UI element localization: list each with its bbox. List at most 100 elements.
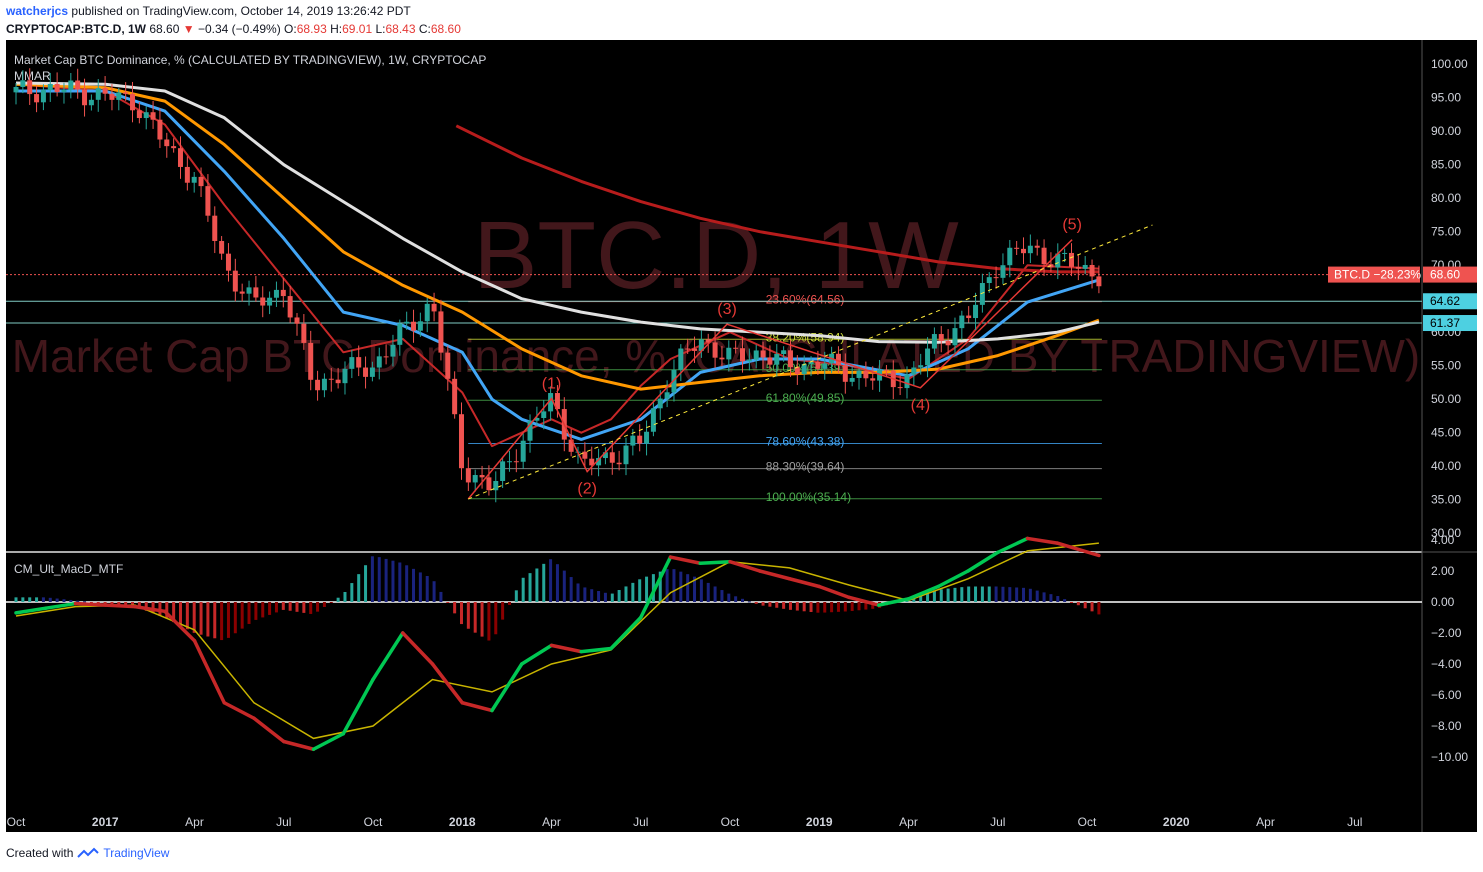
macd-line-segment <box>103 603 137 609</box>
time-tick-label: Apr <box>542 815 561 829</box>
macd-histogram-bar <box>213 602 217 639</box>
macd-line-segment <box>847 595 881 607</box>
candle-body <box>630 435 636 446</box>
candle-body <box>842 365 848 382</box>
time-tick-label: Jul <box>990 815 1005 829</box>
macd-histogram-bar <box>302 602 306 613</box>
candle-body <box>548 393 554 412</box>
price-tick-label: 35.00 <box>1431 493 1461 507</box>
macd-histogram-bar <box>41 597 45 602</box>
macd-histogram-bar <box>357 574 361 602</box>
macd-histogram-bar <box>1090 602 1094 612</box>
macd-histogram-bar <box>761 602 765 606</box>
candle-body <box>692 348 698 351</box>
macd-line-segment <box>163 609 197 643</box>
candle-body <box>239 291 245 294</box>
candle-body <box>458 414 464 469</box>
macd-tick-label: 0.00 <box>1431 595 1455 609</box>
candle-body <box>369 367 375 377</box>
macd-histogram-bar <box>316 602 320 612</box>
macd-histogram-bar <box>405 565 409 602</box>
time-tick-label: Oct <box>1078 815 1097 829</box>
candle-body <box>61 89 67 92</box>
macd-histogram-bar <box>1056 596 1060 602</box>
candle-body <box>541 411 547 418</box>
macd-histogram-bar <box>288 602 292 611</box>
fib-level-label: 78.60%(43.38) <box>766 435 845 449</box>
macd-histogram-bar <box>1042 592 1046 602</box>
macd-histogram-bar <box>192 602 196 633</box>
macd-histogram-bar <box>425 576 429 602</box>
candle-body <box>88 99 94 106</box>
candle-body <box>513 461 519 463</box>
macd-histogram-bar <box>624 586 628 602</box>
price-tick-label: 85.00 <box>1431 158 1461 172</box>
macd-histogram-bar <box>35 597 39 602</box>
fib-level-label: 61.80%(49.85) <box>766 391 845 405</box>
macd-histogram-bar <box>699 579 703 602</box>
macd-histogram-bar <box>412 568 416 602</box>
candle-body <box>191 176 197 183</box>
macd-line-segment <box>817 584 851 600</box>
macd-histogram-bar <box>76 600 80 602</box>
candle-body <box>506 461 512 463</box>
fib-level-label: 88.30%(39.64) <box>766 460 845 474</box>
macd-histogram-bar <box>638 579 642 602</box>
candle-body <box>136 110 142 119</box>
candle-body <box>225 253 231 271</box>
candle-body <box>1068 252 1074 267</box>
macd-tick-label: −4.00 <box>1431 657 1462 671</box>
time-tick-label: Apr <box>899 815 918 829</box>
candle-body <box>726 347 732 360</box>
fib-level-label: 23.60%(64.56) <box>766 293 845 307</box>
macd-histogram-bar <box>103 602 107 604</box>
candle-body <box>267 297 273 306</box>
candle-body <box>1027 245 1033 254</box>
candle-body <box>431 303 437 312</box>
macd-histogram-bar <box>391 560 395 602</box>
moving-average-white <box>15 81 1100 344</box>
candle-body <box>68 80 74 90</box>
macd-histogram-bar <box>172 602 176 623</box>
macd-histogram-bar <box>788 602 792 610</box>
candle-body <box>198 176 204 187</box>
macd-histogram-bar <box>693 576 697 602</box>
tradingview-brand[interactable]: TradingView <box>103 846 170 860</box>
macd-histogram-bar <box>220 602 224 641</box>
author-link[interactable]: watcherjcs <box>6 4 69 18</box>
candle-body <box>232 270 238 292</box>
macd-histogram-bar <box>590 589 594 602</box>
price-tick-label: 50.00 <box>1431 392 1461 406</box>
macd-histogram-bar <box>747 601 751 603</box>
candle-body <box>390 344 396 357</box>
candle-body <box>644 431 650 444</box>
macd-histogram-bar <box>199 602 203 635</box>
chart-title: Market Cap BTC Dominance, % (CALCULATED … <box>14 53 486 67</box>
candle-body <box>664 392 670 399</box>
candle-body <box>740 348 746 362</box>
macd-histogram-bar <box>261 602 265 618</box>
macd-histogram-bar <box>240 602 244 629</box>
macd-histogram-bar <box>603 592 607 602</box>
macd-histogram-bar <box>994 586 998 602</box>
candle-body <box>534 417 540 421</box>
candle-body <box>143 112 149 119</box>
candle-body <box>479 475 485 478</box>
candle-body <box>650 408 656 432</box>
macd-histogram-bar <box>89 602 93 603</box>
candle-body <box>328 378 334 380</box>
macd-histogram-bar <box>741 598 745 602</box>
macd-histogram-bar <box>775 602 779 608</box>
candle-body <box>993 277 999 279</box>
candle-body <box>520 440 526 462</box>
macd-histogram-bar <box>268 602 272 615</box>
price-tick-label: 30.00 <box>1431 526 1461 540</box>
candle-body <box>465 468 471 483</box>
chart-canvas[interactable]: BTC.D, 1W Market Cap BTC Dominance, % (CA… <box>0 40 1483 838</box>
macd-histogram-bar <box>1097 602 1101 615</box>
candle-body <box>787 350 793 368</box>
candle-body <box>150 112 156 120</box>
candle-body <box>925 348 931 366</box>
candle-body <box>1096 276 1102 287</box>
macd-histogram-bar <box>329 602 333 603</box>
